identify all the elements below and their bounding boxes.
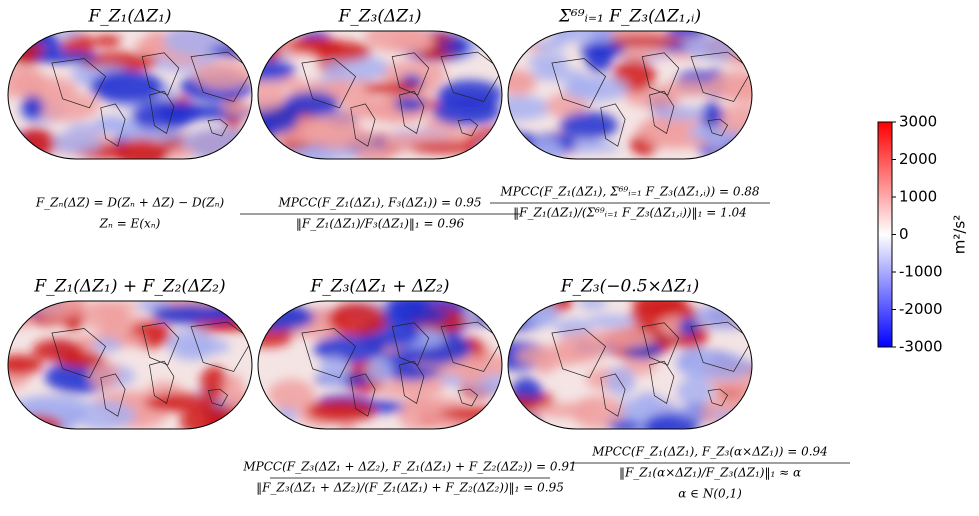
- map-blob: [609, 420, 641, 432]
- map-blob: [528, 53, 569, 71]
- map-blob: [157, 102, 207, 123]
- map-blob: [535, 350, 556, 374]
- map: [481, 18, 779, 167]
- map-blob: [65, 123, 127, 134]
- map: [476, 290, 776, 441]
- panel-title: F_Z₃(ΔZ₁ + ΔZ₂): [309, 277, 449, 297]
- colorbar-tick-label: 3000: [899, 113, 937, 131]
- panel-title: F_Z₃(−0.5×ΔZ₁): [560, 277, 700, 297]
- panel-title: F_Z₃(ΔZ₁): [337, 7, 421, 27]
- map-blob: [578, 296, 607, 309]
- map-blob: [367, 359, 393, 383]
- equation: F_Zₙ(ΔZ) = D(Zₙ + ΔZ) − D(Zₙ): [35, 196, 225, 210]
- map-blob: [357, 146, 392, 169]
- map: [234, 22, 529, 168]
- panel-title: F_Z₁(ΔZ₁): [87, 7, 171, 27]
- map-blob: [533, 403, 601, 418]
- map-blob: [240, 304, 315, 331]
- map-blob: [4, 305, 34, 329]
- map-blob: [9, 40, 44, 66]
- map-blob: [432, 97, 500, 127]
- map-blob: [376, 383, 444, 397]
- map-blob: [459, 374, 485, 385]
- map-blob: [635, 392, 661, 410]
- map-blob: [302, 127, 378, 150]
- colorbar-tick-label: 0: [899, 225, 909, 243]
- colorbar: [878, 122, 892, 347]
- map-blob: [586, 315, 635, 328]
- equation: MPCC(F_Z₁(ΔZ₁), F₃(ΔZ₁)) = 0.95: [277, 196, 481, 210]
- colorbar-tick-label: -3000: [899, 338, 943, 356]
- map-blob: [409, 142, 482, 154]
- map-blob: [624, 49, 650, 60]
- equation: Zₙ = E(xₙ): [99, 217, 161, 231]
- map-blob: [500, 127, 522, 153]
- equation: ‖F_Z₁(α×ΔZ₁)/F_Z₃(ΔZ₁)‖₁ ≈ α: [619, 466, 801, 480]
- map-blob: [694, 303, 757, 330]
- map-blob: [648, 136, 709, 148]
- map-blob: [342, 101, 380, 118]
- map-blob: [560, 111, 618, 139]
- equation: MPCC(F_Z₃(ΔZ₁ + ΔZ₂), F_Z₁(ΔZ₁) + F_Z₂(Δ…: [242, 460, 576, 474]
- equation: ‖F_Z₁(ΔZ₁)/(Σ⁶⁹ᵢ₌₁ F_Z₃(ΔZ₁,ᵢ))‖₁ = 1.04: [513, 206, 747, 220]
- map-blob: [312, 41, 371, 61]
- map-blob: [121, 128, 183, 141]
- equation: ‖F_Z₃(ΔZ₁ + ΔZ₂)/(F_Z₁(ΔZ₁) + F_Z₂(ΔZ₂))…: [256, 481, 564, 495]
- map-blob: [606, 366, 635, 396]
- map-texture: [481, 18, 779, 167]
- panel-title: F_Z₁(ΔZ₁) + F_Z₂(ΔZ₂): [33, 277, 225, 297]
- map-blob: [210, 44, 258, 57]
- equation: α ∈ N(0,1): [678, 487, 742, 501]
- colorbar-tick-label: -1000: [899, 263, 943, 281]
- map-blob: [676, 378, 712, 406]
- map-blob: [180, 128, 256, 161]
- map-blob: [381, 307, 449, 324]
- map-blob: [87, 301, 140, 311]
- map-blob: [58, 351, 105, 368]
- map-blob: [247, 120, 273, 145]
- map-blob: [306, 400, 376, 423]
- map: [0, 24, 260, 167]
- map: [0, 288, 277, 442]
- map-blob: [21, 95, 44, 120]
- map-blob: [530, 137, 563, 167]
- colorbar-tick-label: 2000: [899, 150, 937, 168]
- equation: ‖F_Z₁(ΔZ₁)/F₃(ΔZ₁)‖₁ = 0.96: [296, 217, 465, 231]
- map-blob: [394, 96, 425, 112]
- equation: MPCC(F_Z₁(ΔZ₁), F_Z₃(α×ΔZ₁)) = 0.94: [591, 445, 828, 459]
- map-blob: [706, 396, 752, 412]
- map-blob: [93, 35, 122, 47]
- map-blob: [440, 407, 506, 420]
- map-blob: [100, 311, 124, 321]
- map-blob: [729, 50, 755, 66]
- equation: MPCC(F_Z₁(ΔZ₁), Σ⁶⁹ᵢ₌₁ F_Z₃(ΔZ₁,ᵢ)) = 0.…: [499, 185, 759, 199]
- map-blob: [164, 146, 194, 159]
- map-blob: [92, 338, 121, 353]
- figure: F_Z₁(ΔZ₁) F_Z₃(ΔZ₁) Σ⁶⁹ᵢ₌₁ F_Z₃(ΔZ₁,ᵢ) F_Z₁…: [0, 0, 979, 516]
- map-blob: [653, 106, 706, 120]
- map-blob: [585, 42, 613, 72]
- map-blob: [90, 70, 164, 103]
- map-blob: [34, 51, 99, 63]
- map-blob: [643, 413, 697, 441]
- map-blob: [610, 36, 682, 46]
- map-blob: [391, 33, 435, 46]
- map-blob: [565, 76, 628, 102]
- map-blob: [115, 139, 168, 168]
- map-blob: [5, 149, 48, 167]
- map-blob: [498, 296, 556, 316]
- map-blob: [678, 318, 699, 336]
- map-blob: [268, 379, 315, 410]
- map-blob: [503, 132, 538, 154]
- colorbar-tick-label: 1000: [899, 188, 937, 206]
- map-blob: [439, 41, 469, 53]
- panel-title: Σ⁶⁹ᵢ₌₁ F_Z₃(ΔZ₁,ᵢ): [558, 7, 701, 27]
- map-blob: [722, 77, 775, 102]
- map-blob: [71, 401, 136, 430]
- colorbar-label: m²/s²: [951, 215, 969, 255]
- colorbar-tick-label: -2000: [899, 300, 943, 318]
- map-blob: [319, 357, 349, 387]
- map-blob: [151, 304, 217, 324]
- map-blob: [401, 397, 446, 415]
